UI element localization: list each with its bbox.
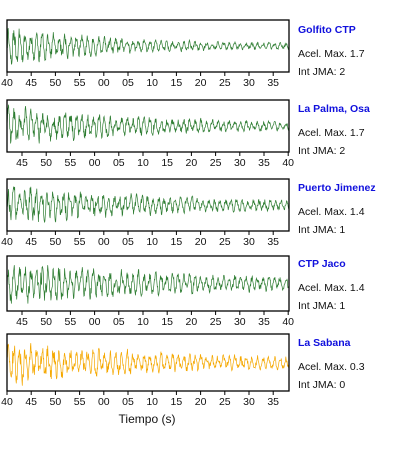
x-tick-label: 30	[243, 396, 255, 408]
acel-max-label: Acel. Max. 0.3	[298, 361, 365, 373]
seismogram-panel: 40 45 50 55 00 05 10 15 20 25 30 35	[1, 333, 290, 408]
x-tick-label: 45	[25, 77, 37, 89]
x-tick-label: 45	[16, 157, 28, 169]
int-jma-label: Int JMA: 0	[298, 379, 346, 391]
x-tick-label: 05	[122, 396, 134, 408]
panel-info-5: La Sabana Acel. Max. 0.3 Int JMA: 0	[298, 337, 408, 391]
x-tick-label: 40	[1, 77, 13, 89]
x-tick-label: 00	[98, 77, 110, 89]
x-axis-label: Tiempo (s)	[118, 412, 176, 426]
x-tick-label: 30	[243, 236, 255, 248]
x-tick-label: 20	[195, 236, 207, 248]
x-tick-label: 40	[282, 157, 294, 169]
x-tick-label: 50	[50, 236, 62, 248]
panel-frame	[6, 178, 290, 232]
panel-frame	[6, 255, 290, 312]
panel-info-2: La Palma, Osa Acel. Max. 1.7 Int JMA: 2	[298, 103, 408, 157]
x-tick-label: 30	[234, 157, 246, 169]
station-name: La Sabana	[298, 337, 351, 349]
x-tick-label: 35	[267, 396, 279, 408]
waveform-trace	[6, 28, 290, 65]
x-tick-label: 30	[234, 316, 246, 328]
x-tick-label: 00	[98, 236, 110, 248]
x-tick-label: 15	[171, 236, 183, 248]
x-tick-label: 45	[25, 236, 37, 248]
x-tick-label: 05	[122, 77, 134, 89]
x-tick-label: 20	[186, 157, 198, 169]
x-tick-label: 15	[161, 157, 173, 169]
panel-frame	[6, 99, 290, 153]
x-tick-label: 50	[40, 157, 52, 169]
seismogram-panel: 45 50 55 00 05 10 15 20 25 30 35 40	[6, 255, 294, 328]
x-tick-label: 20	[186, 316, 198, 328]
x-tick-label: 35	[258, 316, 270, 328]
panel-frame	[6, 19, 290, 73]
x-tick-label: 15	[171, 77, 183, 89]
x-tick-label: 25	[219, 396, 231, 408]
x-tick-label: 00	[89, 316, 101, 328]
x-tick-label: 30	[243, 77, 255, 89]
x-tick-label: 50	[50, 396, 62, 408]
x-tick-label: 35	[258, 157, 270, 169]
waveform-trace	[6, 265, 290, 304]
x-tick-label: 15	[171, 396, 183, 408]
int-jma-label: Int JMA: 1	[298, 300, 346, 312]
x-tick-label: 10	[146, 77, 158, 89]
x-tick-label: 50	[50, 77, 62, 89]
panel-info-1: Golfito CTP Acel. Max. 1.7 Int JMA: 2	[298, 24, 408, 78]
x-tick-label: 05	[113, 157, 125, 169]
waveform-trace	[6, 343, 290, 386]
acel-max-label: Acel. Max. 1.4	[298, 206, 365, 218]
x-tick-label: 35	[267, 77, 279, 89]
seismogram-panel: 40 45 50 55 00 05 10 15 20 25 30 35	[1, 178, 290, 248]
acel-max-label: Acel. Max. 1.7	[298, 127, 365, 139]
x-tick-label: 35	[267, 236, 279, 248]
station-name: Puerto Jimenez	[298, 182, 376, 194]
panel-info-3: Puerto Jimenez Acel. Max. 1.4 Int JMA: 1	[298, 182, 408, 236]
x-tick-label: 10	[137, 316, 149, 328]
x-tick-label: 00	[89, 157, 101, 169]
seismogram-panel: 40 45 50 55 00 05 10 15 20 25 30 35	[1, 19, 290, 89]
station-name: Golfito CTP	[298, 24, 356, 36]
x-tick-label: 55	[74, 236, 86, 248]
x-tick-label: 05	[122, 236, 134, 248]
x-tick-label: 55	[65, 316, 77, 328]
x-tick-label: 10	[146, 236, 158, 248]
x-tick-label: 55	[74, 77, 86, 89]
x-tick-label: 20	[195, 396, 207, 408]
waveform-trace	[6, 186, 290, 224]
x-tick-label: 25	[219, 236, 231, 248]
x-tick-label: 50	[40, 316, 52, 328]
x-tick-label: 45	[16, 316, 28, 328]
x-tick-label: 55	[74, 396, 86, 408]
x-tick-label: 45	[25, 396, 37, 408]
x-tick-label: 40	[1, 236, 13, 248]
x-tick-label: 05	[113, 316, 125, 328]
seismogram-panel: 45 50 55 00 05 10 15 20 25 30 35 40	[6, 99, 294, 169]
x-tick-label: 10	[137, 157, 149, 169]
x-tick-label: 00	[98, 396, 110, 408]
acel-max-label: Acel. Max. 1.7	[298, 48, 365, 60]
station-name: La Palma, Osa	[298, 103, 370, 115]
int-jma-label: Int JMA: 2	[298, 145, 346, 157]
x-tick-label: 25	[219, 77, 231, 89]
panel-frame	[6, 333, 290, 392]
x-tick-label: 10	[146, 396, 158, 408]
station-name: CTP Jaco	[298, 258, 346, 270]
x-tick-label: 55	[65, 157, 77, 169]
x-tick-label: 25	[210, 316, 222, 328]
x-tick-label: 25	[210, 157, 222, 169]
x-tick-label: 40	[282, 316, 294, 328]
x-tick-label: 20	[195, 77, 207, 89]
waveform-trace	[6, 104, 290, 144]
panel-info-4: CTP Jaco Acel. Max. 1.4 Int JMA: 1	[298, 258, 408, 312]
int-jma-label: Int JMA: 2	[298, 66, 346, 78]
x-tick-label: 40	[1, 396, 13, 408]
x-tick-label: 15	[161, 316, 173, 328]
acel-max-label: Acel. Max. 1.4	[298, 282, 365, 294]
int-jma-label: Int JMA: 1	[298, 224, 346, 236]
